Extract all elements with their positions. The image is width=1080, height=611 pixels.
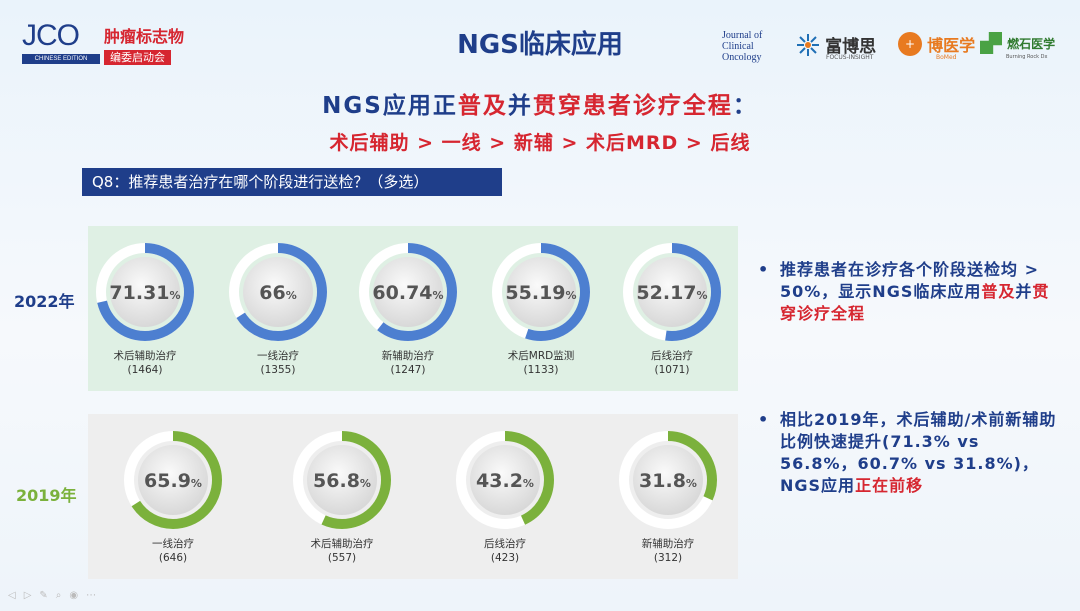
partner-fbs-sub: FOCUS-INSIGHT [826, 54, 874, 61]
ring-arc [623, 243, 721, 341]
bullet-2-text: 相比2019年，术后辅助/术前新辅助比例快速提升(71.3% vs 56.8%，… [780, 410, 1057, 495]
category-label: 后线治疗 [484, 537, 526, 550]
focus-insight-icon [797, 33, 819, 56]
headline-part4: ： [732, 93, 758, 119]
toolbar-view-icon[interactable]: ◉ [69, 590, 87, 601]
jco-logo: JCO CHINESE EDITION [22, 20, 100, 64]
toolbar-prev-icon[interactable]: ◁ [8, 590, 24, 601]
jco-logo-text: JCO [22, 19, 80, 52]
partner-logo-bomed: + 博医学 BoMed [898, 32, 976, 61]
bullet-1-red1: 普及 [981, 282, 1016, 301]
ring-disc [506, 257, 576, 327]
partner-jco-line2: Clinical [722, 41, 754, 52]
bullet-1-dot: • [758, 260, 770, 279]
headline-part3: 患者诊疗全程 [582, 93, 733, 119]
bullet-1-red2: 贯穿诊疗全程 [780, 282, 1050, 323]
value-label: 60.74% [372, 282, 443, 304]
question-banner: Q8：推荐患者治疗在哪个阶段进行送检？（多选） [82, 168, 502, 196]
ring-arc [293, 431, 391, 529]
value-label: 31.8% [639, 470, 697, 492]
partner-bm-name: 博医学 [927, 36, 976, 55]
count-label: (1355) [261, 364, 296, 376]
ring-disc [110, 257, 180, 327]
value-label: 65.9% [144, 470, 202, 492]
count-label: (646) [159, 552, 187, 564]
value-label: 66% [259, 282, 296, 304]
category-label: 后线治疗 [651, 349, 693, 362]
year-label-2019: 2019年 [16, 486, 77, 505]
jco-tag-line2: 编委启动会 [104, 50, 171, 65]
bullet-2-red: 正在前移 [855, 476, 924, 495]
ring-arc [619, 431, 717, 529]
count-label: (1133) [524, 364, 559, 376]
partner-ps-name: 燃石医学 [1007, 36, 1056, 51]
ring-disc [470, 445, 540, 515]
partner-logo-burning-rock: 燃石医学 Burning Rock Dx [980, 32, 1056, 60]
partner-logo-focus-insight: 富博思 FOCUS-INSIGHT [796, 32, 877, 61]
value-label: 52.17% [636, 282, 707, 304]
bomed-icon: + [898, 32, 922, 56]
headline-part2: 并 [507, 93, 533, 119]
bullet-1-text2: 并 [1015, 282, 1033, 301]
ring-arc [124, 431, 222, 529]
value-label: 71.31% [109, 282, 180, 304]
slide-toolbar[interactable]: ◁▷✎⌕◉⋯ [8, 590, 104, 601]
headline-part1: NGS应用正 [322, 93, 458, 119]
count-label: (423) [491, 552, 519, 564]
partner-ps-sub: Burning Rock Dx [1006, 54, 1048, 60]
bullet-2: • 相比2019年，术后辅助/术前新辅助比例快速提升(71.3% vs 56.8… [758, 409, 1060, 497]
category-label: 术后辅助治疗 [114, 349, 177, 362]
toolbar-next-icon[interactable]: ▷ [23, 590, 40, 601]
category-label: 一线治疗 [152, 537, 194, 550]
page-title: NGS临床应用 [457, 30, 623, 60]
ring-arc [456, 431, 554, 529]
ring-arc [492, 243, 590, 341]
headline-line1: NGS应用正普及并贯穿患者诊疗全程： [0, 86, 1080, 120]
toolbar-zoom-icon[interactable]: ⌕ [55, 590, 70, 601]
ring-disc [307, 445, 377, 515]
bullet-2-dot: • [758, 410, 770, 429]
toolbar-more-icon[interactable]: ⋯ [86, 590, 105, 601]
value-label: 56.8% [313, 470, 371, 492]
value-label: 55.19% [505, 282, 576, 304]
jco-edition-label: CHINESE EDITION [22, 54, 100, 64]
ring-disc [373, 257, 443, 327]
jco-tag: 肿瘤标志物 编委启动会 [104, 28, 196, 65]
ring-disc [637, 257, 707, 327]
ring-arc [229, 243, 327, 341]
category-label: 新辅助治疗 [382, 349, 435, 362]
category-label: 术后辅助治疗 [311, 537, 374, 550]
partner-logo-jco: Journal of Clinical Oncology [722, 30, 762, 63]
ring-arc [359, 243, 457, 341]
bullet-1: • 推荐患者在诊疗各个阶段送检均 > 50%，显示NGS临床应用普及并贯穿诊疗全… [758, 259, 1060, 325]
partner-jco-line3: Oncology [722, 52, 762, 63]
count-label: (312) [654, 552, 682, 564]
category-label: 新辅助治疗 [642, 537, 695, 550]
count-label: (1071) [655, 364, 690, 376]
partner-fbs-name: 富博思 [825, 37, 877, 57]
ring-disc [243, 257, 313, 327]
count-label: (1464) [128, 364, 163, 376]
jco-tag-line1: 肿瘤标志物 [104, 27, 185, 46]
ring-arc [96, 243, 194, 341]
partner-bm-sub: BoMed [936, 54, 957, 61]
toolbar-pen-icon[interactable]: ✎ [39, 590, 56, 601]
count-label: (557) [328, 552, 356, 564]
partner-jco-line1: Journal of [722, 30, 763, 41]
count-label: (1247) [391, 364, 426, 376]
headline-line2: 术后辅助 > 一线 > 新辅 > 术后MRD > 后线 [329, 132, 751, 154]
value-label: 43.2% [476, 470, 534, 492]
ring-disc [633, 445, 703, 515]
headline-red2: 贯穿 [532, 93, 583, 119]
headline-red1: 普及 [457, 93, 508, 119]
bullet-1-text: 推荐患者在诊疗各个阶段送检均 > 50%，显示NGS临床应用 [780, 260, 1039, 301]
year-label-2022: 2022年 [14, 292, 75, 311]
category-label: 术后MRD监测 [508, 349, 574, 362]
ring-disc [138, 445, 208, 515]
category-label: 一线治疗 [257, 349, 299, 362]
